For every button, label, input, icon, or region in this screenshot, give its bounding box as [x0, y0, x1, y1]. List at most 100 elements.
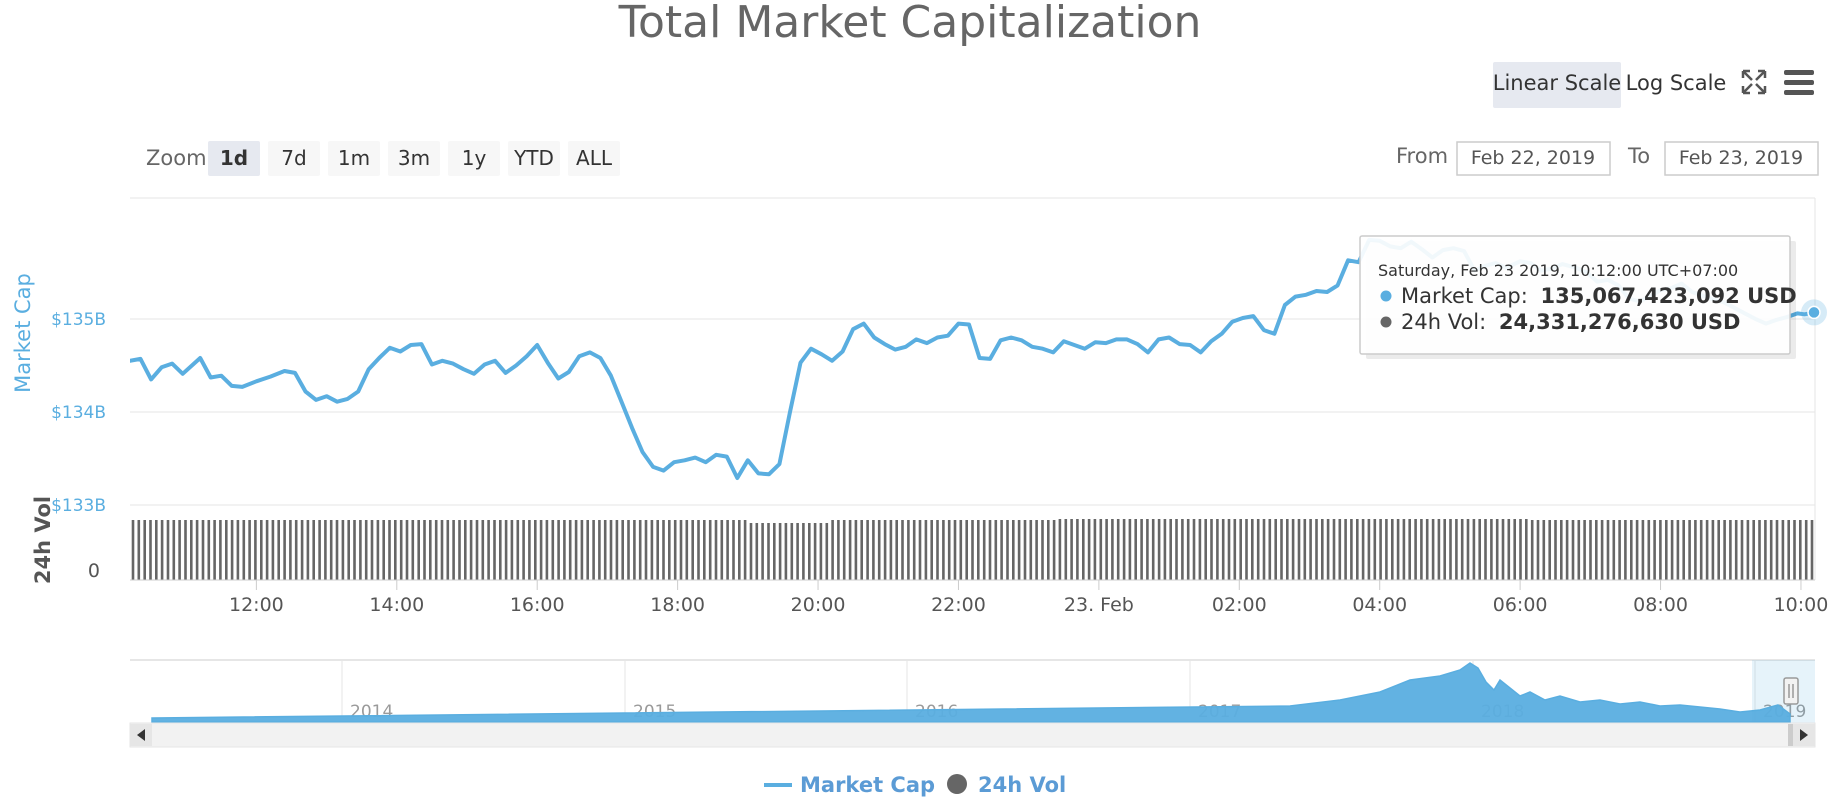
x-tick-label: 22:00	[931, 594, 986, 616]
volume-bar	[1017, 520, 1021, 580]
volume-bar	[877, 520, 881, 580]
volume-bar	[592, 520, 595, 580]
volume-bar	[1268, 519, 1272, 580]
hover-point	[1807, 305, 1821, 320]
svg-text:YTD: YTD	[513, 146, 554, 170]
log-scale-button[interactable]: Log Scale	[1626, 62, 1727, 108]
volume-bar	[1157, 519, 1161, 580]
volume-bar	[627, 520, 630, 580]
from-date-input[interactable]: Feb 22, 2019	[1456, 141, 1611, 176]
volume-bar	[312, 520, 315, 580]
volume-bar	[516, 520, 520, 580]
zoom-button-3m[interactable]: 3m	[388, 141, 440, 176]
svg-text:Feb 22, 2019: Feb 22, 2019	[1471, 147, 1595, 169]
tooltip-volume: 24h Vol: 24,331,276,630 USD	[1401, 310, 1740, 334]
volume-bar	[1326, 519, 1330, 580]
volume-bar	[341, 520, 345, 580]
volume-bar	[1251, 519, 1254, 580]
volume-bar	[650, 520, 654, 580]
volume-bar	[895, 520, 898, 580]
scroll-left-icon[interactable]	[130, 724, 152, 746]
volume-bar	[907, 520, 910, 580]
volume-bar	[1734, 520, 1738, 580]
volume-bar	[1705, 520, 1709, 580]
volume-bar	[510, 520, 514, 580]
volume-bar	[318, 520, 321, 580]
volume-bar	[195, 520, 199, 580]
volume-bar	[493, 520, 496, 580]
volume-bar	[551, 520, 555, 580]
y-axis-ticks: $133B $134B $135B	[51, 310, 106, 516]
volume-bar	[201, 520, 205, 580]
volume-bar	[429, 520, 432, 580]
volume-bar	[1332, 519, 1336, 580]
volume-bar	[1297, 519, 1301, 580]
volume-bar	[808, 523, 811, 580]
volume-bar	[1525, 519, 1528, 580]
navigator-area	[151, 662, 1791, 723]
volume-bar	[271, 520, 275, 580]
volume-bar	[155, 520, 158, 580]
zoom-button-7d[interactable]: 7d	[268, 141, 320, 176]
zoom-button-all[interactable]: ALL	[568, 141, 620, 176]
volume-bar	[819, 523, 823, 580]
volume-bar	[977, 520, 980, 580]
volume-bar	[1175, 519, 1178, 580]
navigator[interactable]: 201420152016201720182019	[130, 659, 1815, 735]
volume-bar	[1093, 519, 1097, 580]
fullscreen-icon[interactable]	[1740, 68, 1768, 96]
legend-item-market-cap[interactable]: Market Cap	[764, 773, 935, 797]
volume-bar	[160, 520, 164, 580]
volume-bar	[1606, 520, 1610, 580]
volume-bar	[172, 520, 176, 580]
volume-bar	[1391, 519, 1394, 580]
volume-bar	[714, 520, 718, 580]
scrollbar[interactable]	[129, 722, 1816, 748]
volume-bar	[656, 520, 659, 580]
volume-bar	[1484, 519, 1487, 580]
volume-bar	[1425, 519, 1429, 580]
x-tick-label: 16:00	[510, 594, 565, 616]
volume-bar	[825, 523, 829, 580]
volume-bar	[149, 520, 152, 580]
menu-icon[interactable]	[1782, 66, 1816, 98]
volume-bar	[912, 520, 916, 580]
volume-bar	[1699, 520, 1703, 580]
volume-bar	[1659, 520, 1662, 580]
volume-bar	[423, 520, 426, 580]
svg-text:1d: 1d	[220, 146, 248, 170]
volume-bar	[359, 520, 362, 580]
zoom-button-1y[interactable]: 1y	[448, 141, 500, 176]
volume-bar	[1408, 519, 1411, 580]
hover-marker	[1801, 299, 1827, 326]
volume-bar	[394, 520, 397, 580]
zoom-button-ytd[interactable]: YTD	[508, 141, 560, 176]
volume-bar	[1501, 519, 1505, 580]
volume-bar	[1495, 519, 1499, 580]
volume-bar	[1064, 519, 1068, 580]
volume-bar	[1303, 519, 1307, 580]
scroll-right-icon[interactable]	[1793, 724, 1815, 746]
volume-bar	[796, 523, 799, 580]
volume-bar	[1035, 520, 1038, 580]
zoom-button-1m[interactable]: 1m	[328, 141, 380, 176]
volume-bar	[778, 523, 782, 580]
legend-item-24h-vol[interactable]: 24h Vol	[947, 773, 1066, 797]
x-axis-ticks: 12:00 14:00 16:00 18:00 20:00 22:00 23. Feb 02:…	[229, 580, 1828, 616]
volume-bar	[143, 520, 146, 580]
linear-scale-button[interactable]: Linear Scale	[1493, 62, 1621, 108]
volume-bar	[638, 520, 642, 580]
volume-bar	[1041, 520, 1044, 580]
navigator-handle-icon[interactable]	[1783, 677, 1799, 705]
volume-bar	[265, 520, 269, 580]
volume-bar	[697, 520, 700, 580]
to-date-input[interactable]: Feb 23, 2019	[1664, 141, 1819, 176]
volume-bar	[1373, 519, 1377, 580]
volume-bar	[685, 520, 689, 580]
volume-bar	[1437, 519, 1441, 580]
zoom-button-1d[interactable]: 1d	[208, 141, 260, 176]
volume-bar	[1105, 519, 1108, 580]
volume-bar	[1513, 519, 1516, 580]
volume-bar	[1536, 520, 1540, 580]
